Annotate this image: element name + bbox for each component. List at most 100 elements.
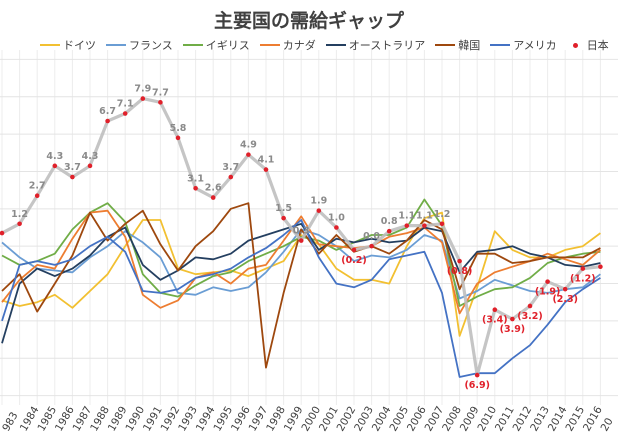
japan-marker-10 (175, 135, 181, 141)
legend-label-4: オーストラリア (348, 39, 426, 52)
japan-marker-15 (263, 167, 269, 172)
japan-marker-0 (0, 230, 5, 236)
series-line-6 (1, 219, 601, 378)
japan-markers (0, 96, 603, 378)
data-label-6: 7.1 (117, 99, 134, 110)
x-tick-label-34: 20 (599, 416, 616, 434)
legend-swatch-3 (259, 44, 280, 46)
data-label-4: 4.3 (82, 151, 99, 162)
legend-label-6: アメリカ (513, 39, 557, 52)
data-label-2: 4.3 (46, 151, 63, 162)
data-label-14: 4.1 (258, 155, 275, 166)
data-label-11: 2.6 (205, 183, 222, 194)
data-label-20: 0.0 (363, 231, 380, 242)
japan-marker-4 (70, 174, 75, 180)
japan-marker-30 (527, 303, 533, 309)
japan-marker-14 (246, 152, 251, 157)
legend-item-5: 韓国 (435, 37, 480, 53)
series-line-3 (1, 209, 601, 315)
japan-marker-6 (105, 118, 110, 124)
data-label-19: (0.2) (341, 255, 367, 266)
series-line-2 (1, 198, 601, 307)
data-label-23: 1.1 (416, 211, 433, 222)
legend-item-4: オーストラリア (325, 37, 426, 53)
legend-swatch-0 (40, 44, 60, 46)
data-label-25: (0.8) (447, 266, 473, 277)
data-label-18: 1.0 (328, 213, 345, 224)
japan-marker-11 (193, 185, 198, 191)
data-label-7: 7.9 (134, 84, 151, 95)
japan-marker-20 (351, 247, 357, 253)
legend-item-7: 日本 (567, 37, 609, 53)
data-label-12: 3.7 (222, 162, 239, 173)
japan-marker-13 (228, 174, 234, 180)
japan-marker-25 (439, 221, 445, 227)
japan-marker-26 (457, 258, 462, 264)
data-label-24: 1.2 (434, 209, 451, 220)
legend-swatch-5 (435, 44, 456, 46)
japan-marker-22 (386, 228, 392, 234)
japan-marker-29 (510, 316, 515, 322)
legend-item-2: イギリス (182, 37, 250, 53)
x-tick-label-0: 983 (0, 410, 20, 433)
data-label-32: (1.2) (570, 274, 596, 285)
legend-swatch-6 (490, 44, 511, 46)
legend-label-0: ドイツ (63, 39, 96, 52)
data-label-15: 1.5 (275, 203, 292, 214)
japan-marker-18 (316, 208, 322, 213)
data-label-26: (6.9) (464, 380, 490, 391)
legend-label-2: イギリス (205, 39, 250, 52)
data-label-0: 1.2 (11, 209, 28, 220)
legend-item-6: アメリカ (490, 37, 557, 53)
japan-marker-12 (210, 195, 216, 200)
data-label-3: 3.7 (64, 162, 81, 173)
japan-marker-3 (52, 163, 58, 169)
japan-marker-8 (140, 96, 146, 101)
data-label-5: 6.7 (99, 106, 116, 117)
chart-title: 主要国の需給ギャップ (213, 10, 404, 32)
legend-item-0: ドイツ (40, 37, 96, 53)
data-label-29: (3.2) (517, 311, 543, 322)
japan-marker-34 (598, 264, 603, 270)
data-label-10: 3.1 (187, 173, 204, 184)
legend-label-5: 韓国 (458, 39, 481, 52)
series-line-0 (1, 211, 601, 337)
legend-swatch-4 (325, 44, 346, 46)
data-label-28: (3.9) (500, 324, 526, 335)
legend-item-1: フランス (106, 37, 173, 53)
japan-marker-1 (17, 221, 22, 227)
series-line-5 (1, 202, 601, 369)
japan-marker-7 (122, 111, 128, 116)
data-label-31: (2.3) (552, 294, 578, 305)
data-label-17: 1.9 (310, 196, 327, 207)
japan-marker-9 (158, 100, 163, 105)
legend-label-1: フランス (129, 39, 173, 52)
chart-legend: ドイツ フランス イギリス カナダ オーストラリア 韓国 アメリカ 日本 (40, 36, 609, 54)
japan-marker-17 (298, 238, 304, 243)
legend-swatch-2 (182, 44, 203, 46)
japan-marker-23 (404, 223, 410, 228)
legend-label-3: カナダ (282, 39, 316, 52)
japan-marker-27 (474, 372, 480, 378)
data-labels: 1.22.74.33.74.36.77.17.9 7.75.83.12.63.74… (11, 84, 595, 392)
japan-marker-28 (492, 307, 498, 313)
japan-marker-16 (281, 215, 286, 221)
data-label-27: (3.4) (482, 315, 508, 326)
data-label-8: 7.7 (152, 87, 169, 98)
japan-marker-31 (545, 279, 550, 284)
japan-marker-32 (562, 286, 568, 292)
legend-swatch-1 (106, 44, 126, 46)
data-label-13: 4.9 (240, 140, 257, 151)
gridlines (0, 50, 618, 405)
data-label-16: 0.3 (293, 226, 310, 237)
legend-label-7: 日本 (586, 39, 609, 52)
legend-swatch-7 (572, 42, 578, 48)
data-label-21: 0.8 (381, 216, 398, 227)
legend-item-3: カナダ (259, 37, 316, 53)
japan-marker-24 (422, 223, 427, 228)
japan-marker-19 (334, 225, 339, 230)
japan-marker-2 (34, 193, 40, 199)
x-axis-tick-labels: 9831984198519861987198819891990199119921… (0, 404, 615, 433)
